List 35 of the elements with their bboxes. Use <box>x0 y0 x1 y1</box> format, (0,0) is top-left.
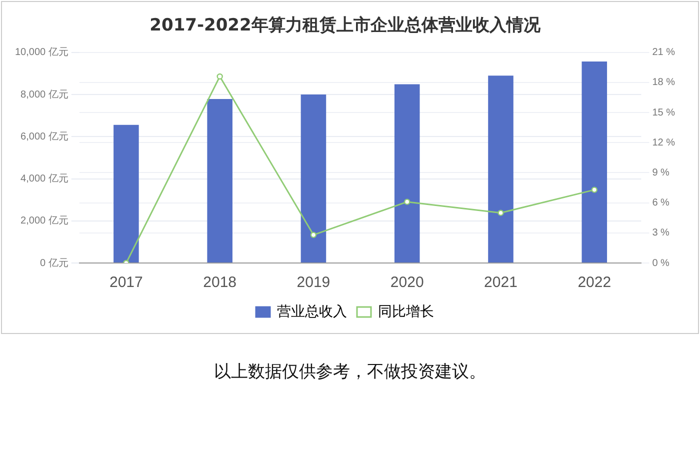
legend-label: 同比增长 <box>378 302 434 319</box>
y2-tick-label: 15 % <box>652 107 676 118</box>
point <box>498 210 504 216</box>
point <box>404 198 410 205</box>
bar <box>488 76 514 262</box>
legend-label: 营业总收入 <box>277 302 347 319</box>
y-tick-label: 10,000 亿元 <box>14 47 68 58</box>
y2-tick-label: 0 % <box>652 258 670 269</box>
point <box>591 186 598 193</box>
point <box>216 73 223 80</box>
x-tick-label: 2022 <box>578 274 612 292</box>
y-tick-label: 6,000 亿元 <box>20 131 68 142</box>
y2-tick-label: 12 % <box>652 137 676 148</box>
y2-tick-label: 18 % <box>652 77 676 88</box>
bar <box>394 84 420 262</box>
x-tick-label: 2018 <box>203 274 237 292</box>
y2-tick-label: 21 % <box>652 47 676 58</box>
bar <box>207 98 232 262</box>
y2-tick-label: 9 % <box>652 167 670 178</box>
x-tick-label: 2017 <box>109 274 143 292</box>
y-tick-label: 2,000 亿元 <box>20 216 68 227</box>
x-tick-label: 2020 <box>390 274 424 292</box>
y-tick-label: 4,000 亿元 <box>20 174 68 185</box>
point <box>310 232 317 238</box>
x-tick-label: 2021 <box>484 274 518 292</box>
text: 以上数据仅供参考，不做投资建议。 <box>213 361 487 383</box>
chart-title: 2017-2022年算力租赁上市企业总体营业收入情况 <box>150 16 542 36</box>
y2-tick-label: 3 % <box>652 228 670 239</box>
bar <box>300 94 326 262</box>
bar <box>582 61 608 262</box>
y2-tick-label: 6 % <box>652 198 670 209</box>
y-tick-label: 0 亿元 <box>40 258 68 269</box>
y-tick-label: 8,000 亿元 <box>20 89 68 100</box>
x-tick-label: 2019 <box>296 274 330 292</box>
bar <box>114 124 139 262</box>
